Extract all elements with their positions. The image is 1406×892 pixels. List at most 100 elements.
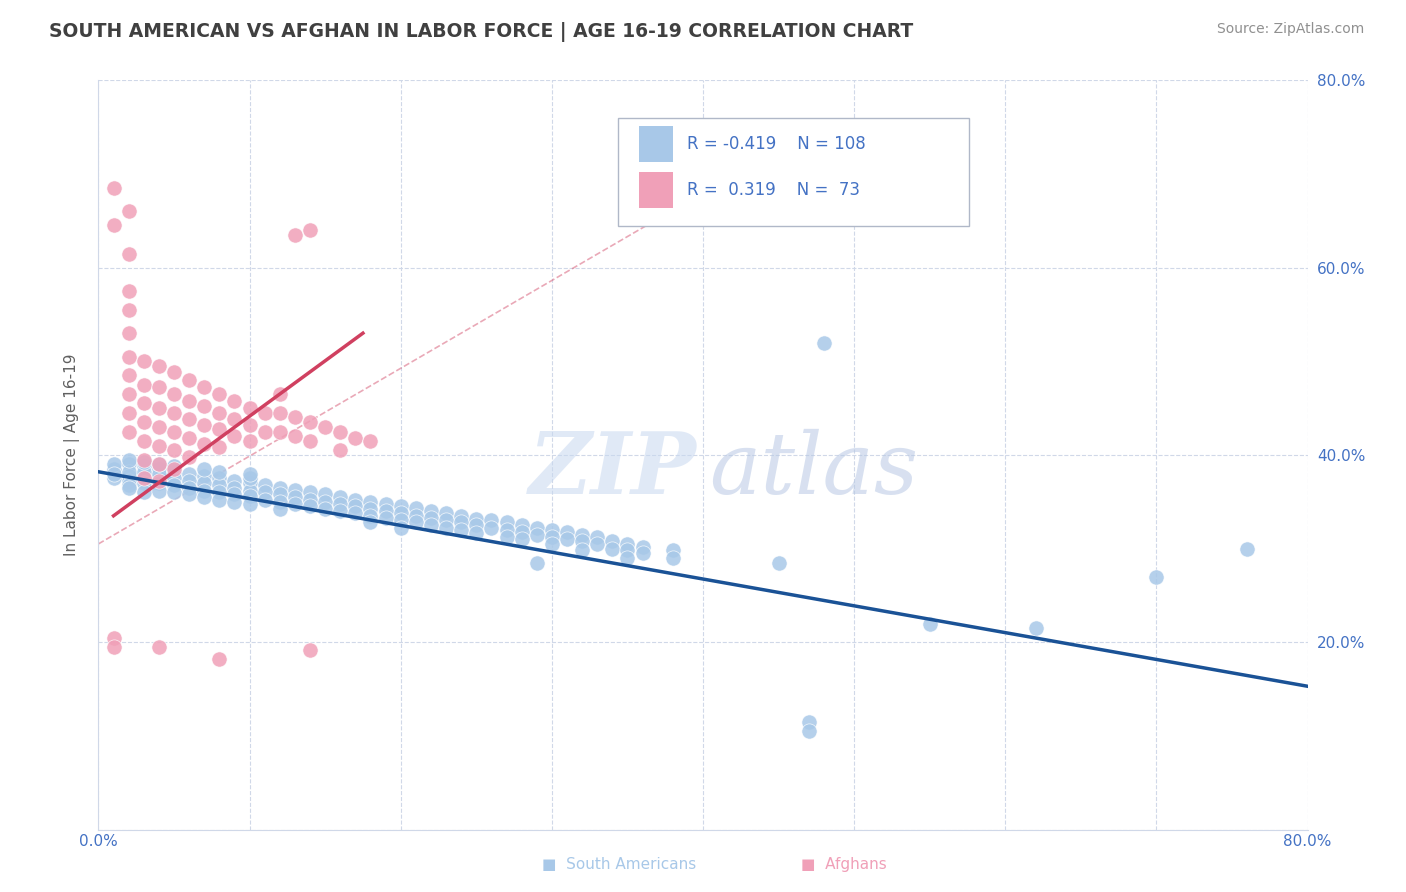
Point bbox=[148, 483, 170, 498]
Point bbox=[540, 537, 562, 551]
Point bbox=[389, 514, 412, 528]
Point bbox=[314, 420, 336, 434]
Point bbox=[208, 422, 231, 436]
Point bbox=[163, 462, 186, 476]
Point bbox=[1144, 570, 1167, 584]
Point bbox=[797, 724, 820, 739]
Point bbox=[148, 476, 170, 491]
Text: R = -0.419    N = 108: R = -0.419 N = 108 bbox=[688, 135, 866, 153]
Point bbox=[314, 487, 336, 501]
Point bbox=[118, 452, 141, 467]
Point bbox=[103, 457, 125, 471]
Point bbox=[344, 500, 367, 514]
Text: R =  0.319    N =  73: R = 0.319 N = 73 bbox=[688, 181, 860, 200]
Point bbox=[239, 467, 262, 481]
Point bbox=[420, 510, 443, 524]
Point bbox=[132, 465, 155, 479]
Point bbox=[329, 443, 352, 458]
Point bbox=[360, 516, 382, 530]
Point bbox=[465, 518, 488, 533]
Point bbox=[224, 474, 246, 488]
Point bbox=[344, 492, 367, 507]
Point bbox=[269, 487, 291, 501]
Point bbox=[571, 527, 593, 541]
Point bbox=[163, 366, 186, 380]
Point bbox=[586, 530, 609, 544]
Point bbox=[314, 494, 336, 508]
Point bbox=[118, 350, 141, 364]
Point bbox=[208, 406, 231, 420]
Point bbox=[284, 227, 307, 242]
Point bbox=[179, 481, 201, 495]
Point bbox=[269, 502, 291, 516]
Point bbox=[163, 425, 186, 439]
Point bbox=[193, 483, 215, 498]
Point bbox=[132, 471, 155, 485]
Point bbox=[132, 377, 155, 392]
Point bbox=[239, 497, 262, 511]
Point bbox=[118, 284, 141, 298]
Point bbox=[148, 420, 170, 434]
Point bbox=[450, 508, 472, 523]
Point bbox=[405, 516, 427, 530]
Point bbox=[797, 714, 820, 729]
Point bbox=[389, 521, 412, 535]
Point bbox=[132, 415, 155, 429]
Point bbox=[193, 468, 215, 483]
Point bbox=[208, 441, 231, 455]
Point bbox=[299, 485, 322, 500]
Point bbox=[179, 393, 201, 408]
Point bbox=[768, 556, 790, 570]
Point bbox=[616, 543, 638, 558]
Point bbox=[465, 511, 488, 525]
Point bbox=[918, 616, 941, 631]
Point bbox=[434, 506, 457, 520]
Point bbox=[510, 524, 533, 539]
Point bbox=[118, 406, 141, 420]
Point bbox=[179, 431, 201, 445]
Point bbox=[208, 492, 231, 507]
Point bbox=[253, 492, 276, 507]
Point bbox=[224, 487, 246, 501]
Text: ZIP: ZIP bbox=[529, 428, 697, 512]
Point bbox=[224, 429, 246, 443]
Point bbox=[299, 642, 322, 657]
Point bbox=[163, 406, 186, 420]
Point bbox=[118, 465, 141, 479]
Point bbox=[208, 387, 231, 401]
Point bbox=[253, 425, 276, 439]
Point bbox=[586, 537, 609, 551]
Point bbox=[163, 443, 186, 458]
Point bbox=[239, 489, 262, 503]
Point bbox=[526, 521, 548, 535]
Point bbox=[148, 401, 170, 416]
Point bbox=[179, 450, 201, 464]
Point bbox=[329, 504, 352, 518]
Point bbox=[526, 527, 548, 541]
Point bbox=[163, 465, 186, 479]
Point bbox=[118, 302, 141, 317]
Point bbox=[118, 425, 141, 439]
Point bbox=[299, 500, 322, 514]
Point bbox=[132, 476, 155, 491]
Point bbox=[239, 417, 262, 432]
Point bbox=[148, 640, 170, 654]
FancyBboxPatch shape bbox=[638, 172, 673, 209]
Point bbox=[224, 481, 246, 495]
Point bbox=[179, 487, 201, 501]
Text: atlas: atlas bbox=[709, 428, 918, 511]
Point bbox=[269, 425, 291, 439]
Point bbox=[103, 462, 125, 476]
Point bbox=[163, 478, 186, 492]
Point bbox=[179, 467, 201, 481]
Point bbox=[163, 387, 186, 401]
Point bbox=[224, 494, 246, 508]
Point bbox=[510, 518, 533, 533]
Point bbox=[208, 485, 231, 500]
Point bbox=[193, 462, 215, 476]
Point bbox=[132, 434, 155, 448]
Point bbox=[299, 492, 322, 507]
Text: ■  Afghans: ■ Afghans bbox=[801, 857, 886, 872]
Point bbox=[253, 478, 276, 492]
Point bbox=[148, 457, 170, 471]
